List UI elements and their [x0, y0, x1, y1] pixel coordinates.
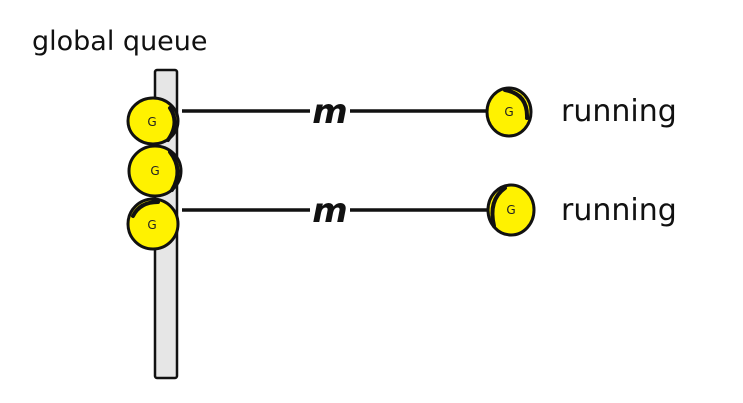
queue-goroutine-2: G — [127, 144, 183, 198]
machine-label-2: m — [312, 191, 347, 231]
status-label-1: running — [561, 94, 677, 129]
status-label-2: running — [561, 193, 677, 228]
goroutine-label: G — [147, 115, 156, 129]
running-goroutine-2: G — [486, 183, 536, 237]
global-queue-title: global queue — [32, 26, 208, 57]
queue-goroutine-3: G — [126, 197, 180, 251]
queue-goroutine-1: G — [126, 96, 180, 146]
goroutine-label: G — [147, 218, 156, 232]
goroutine-label: G — [504, 105, 513, 119]
running-goroutine-1: G — [485, 86, 533, 138]
goroutine-label: G — [506, 203, 515, 217]
machine-label-1: m — [312, 92, 347, 132]
goroutine-label: G — [150, 164, 159, 178]
